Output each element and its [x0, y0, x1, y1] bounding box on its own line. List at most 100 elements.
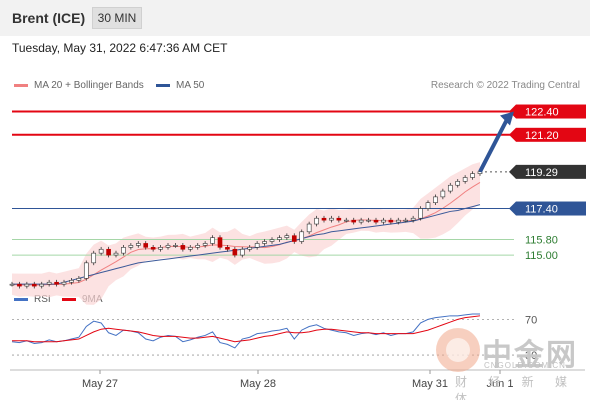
- candle-body: [17, 283, 22, 287]
- credit-text: Research © 2022 Trading Central: [430, 80, 580, 91]
- candle-body: [343, 219, 349, 222]
- level-box-122-40: [516, 104, 586, 119]
- bollinger-band: [12, 162, 480, 305]
- candle-body: [358, 219, 364, 223]
- candle-body: [150, 247, 156, 250]
- candle-body: [91, 252, 97, 264]
- candle-body: [418, 208, 423, 219]
- candle-body: [269, 239, 275, 242]
- watermark-url: CNGOLD.COM.CN: [484, 361, 566, 370]
- x-tick-label: May 27: [82, 378, 118, 390]
- candle-body: [381, 219, 386, 223]
- candle-body: [440, 190, 446, 198]
- candle-body: [306, 223, 312, 233]
- candle-body: [403, 219, 409, 222]
- candle-body: [128, 245, 134, 248]
- candle-body: [46, 281, 52, 285]
- candle-body: [173, 245, 178, 247]
- bollinger-swatch: [14, 83, 28, 87]
- level-label-119-29: 119.29: [525, 167, 558, 179]
- candle-body: [366, 219, 371, 222]
- candle-body: [61, 281, 67, 285]
- rsi-level-label-70: 70: [525, 314, 537, 326]
- rsi-ma-swatch: [62, 297, 76, 301]
- ma20-line: [11, 182, 481, 286]
- level-label-117-40: 117.40: [525, 204, 558, 216]
- rsi-swatch: [14, 297, 28, 301]
- candle-body: [195, 245, 201, 248]
- level-box-117-40: [516, 201, 586, 216]
- candle-body: [202, 243, 208, 246]
- forecast-arrow-line: [478, 116, 510, 173]
- candle-body: [76, 278, 82, 281]
- watermark-brand: 中金网: [482, 339, 578, 372]
- ma50-label: MA 50: [176, 80, 205, 91]
- legend-bollinger: MA 20 + Bollinger Bands: [14, 80, 144, 91]
- rsi-ma-line: [12, 315, 481, 343]
- candle-body: [314, 217, 319, 225]
- candle-body: [98, 248, 104, 254]
- candle-body: [470, 173, 475, 178]
- level-pointer-117-40: [509, 201, 516, 216]
- candle-body: [277, 237, 282, 240]
- candle-body: [135, 243, 141, 246]
- level-pointer-119-29: [509, 164, 516, 179]
- candle-body: [113, 252, 119, 256]
- candle-body: [299, 231, 305, 242]
- candle-body: [247, 247, 253, 250]
- level-label-115-80: 115.80: [525, 235, 558, 247]
- candle-body: [83, 262, 89, 279]
- candle-body: [262, 241, 267, 244]
- candle-body: [291, 235, 297, 242]
- candle-body: [9, 283, 15, 286]
- level-label-121-20: 121.20: [525, 130, 559, 142]
- watermark-tagline: 财 经 新 媒 体: [455, 375, 577, 400]
- candle-body: [433, 196, 438, 204]
- candle-body: [210, 237, 215, 244]
- candle-body: [165, 245, 171, 248]
- candle-body: [31, 283, 37, 287]
- candle-body: [373, 219, 379, 223]
- candle-body: [187, 247, 193, 250]
- candle-body: [388, 219, 394, 223]
- candle-body: [24, 283, 30, 287]
- candle-body: [217, 237, 223, 248]
- candle-body: [329, 217, 334, 221]
- timestamp: Tuesday, May 31, 2022 6:47:36 AM CET: [12, 41, 228, 55]
- candle-body: [351, 219, 357, 223]
- watermark-logo-inner-icon: [446, 338, 470, 362]
- candle-body: [455, 181, 461, 186]
- candle-body: [121, 247, 126, 254]
- candle-body: [158, 247, 163, 250]
- forecast-arrow-head: [500, 111, 514, 126]
- candle-body: [225, 247, 230, 250]
- candle-body: [462, 177, 468, 182]
- bollinger-label: MA 20 + Bollinger Bands: [34, 80, 144, 91]
- level-box-119-29: [516, 164, 586, 179]
- timeframe-button[interactable]: 30 MIN: [92, 7, 142, 29]
- candle-body: [69, 279, 74, 283]
- level-box-121-20: [516, 127, 586, 142]
- x-tick-label: May 28: [240, 378, 276, 390]
- candle-body: [321, 217, 327, 221]
- candle-body: [395, 219, 401, 223]
- candle-body: [284, 235, 290, 238]
- candle-body: [254, 243, 260, 248]
- candle-body: [39, 283, 45, 287]
- x-tick-label: Jun 1: [487, 378, 514, 390]
- instrument-title: Brent (ICE): [12, 10, 86, 26]
- x-tick-label: May 31: [412, 378, 448, 390]
- candle-body: [239, 248, 245, 256]
- candle-body: [447, 184, 453, 192]
- ma50-swatch: [156, 83, 170, 87]
- chart-header: Brent (ICE) 30 MIN: [0, 0, 590, 36]
- legend-rsi: RSI: [14, 294, 51, 305]
- candle-body: [336, 217, 342, 221]
- level-label-115-00: 115.00: [525, 250, 558, 262]
- candle-body: [410, 217, 416, 221]
- level-pointer-121-20: [509, 127, 516, 142]
- candle-body: [54, 281, 59, 285]
- candle-body: [143, 243, 149, 248]
- candle-body: [232, 248, 238, 256]
